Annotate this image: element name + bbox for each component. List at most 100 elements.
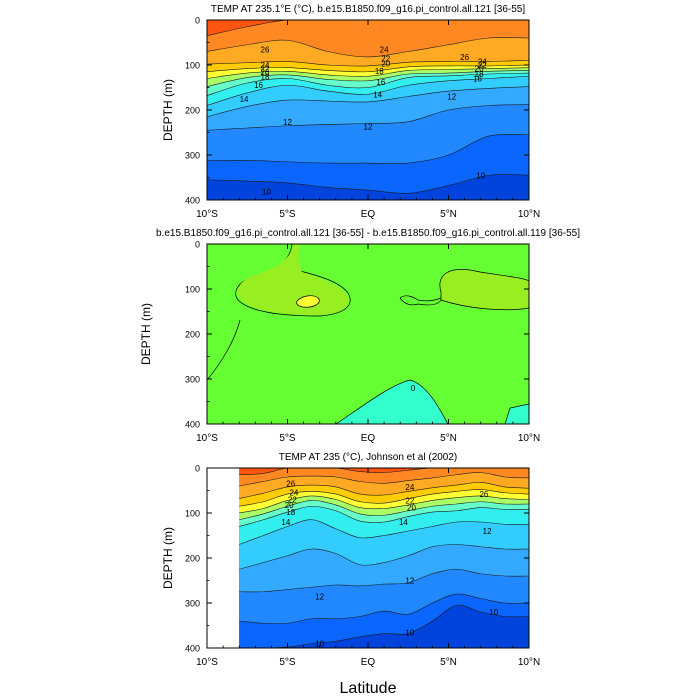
contour-line xyxy=(239,544,529,570)
y-tick-label: 400 xyxy=(185,644,200,654)
contour-label: 10 xyxy=(476,171,485,180)
y-tick-label: 0 xyxy=(195,464,200,474)
contour-label: 14 xyxy=(281,518,290,527)
x-axis-label: Latitude xyxy=(340,680,397,697)
contour-line xyxy=(207,67,529,79)
y-tick-label: 200 xyxy=(185,330,200,340)
contour-line xyxy=(207,70,529,87)
contour-band xyxy=(239,468,529,475)
contour-label: 26 xyxy=(460,53,469,62)
contour-label: 10 xyxy=(489,608,498,617)
contour-line xyxy=(239,472,529,487)
contour-label: 20 xyxy=(407,504,416,513)
contour-band xyxy=(207,20,529,21)
contour-label: 24 xyxy=(405,483,414,492)
contour-label: 24 xyxy=(289,488,298,497)
contour-label: 18 xyxy=(475,70,484,79)
contour-band xyxy=(239,468,529,486)
panel-1-ylabel: DEPTH (m) xyxy=(161,79,175,141)
contour-label: 16 xyxy=(473,75,482,84)
contour-line xyxy=(207,75,529,106)
contour-line xyxy=(239,495,529,514)
contour-band xyxy=(239,463,529,468)
panel-2-contour-fill xyxy=(207,244,529,424)
panel-2-axes: 10°S 5°S EQ 5°N 10°N 0 100 200 300 400 xyxy=(185,240,540,445)
contour-label: 22 xyxy=(288,496,297,505)
contour-line xyxy=(239,519,529,545)
x-tick-label: 5°S xyxy=(279,657,296,668)
x-tick-label: 10°N xyxy=(518,657,540,668)
contour-label: 20 xyxy=(285,501,294,510)
panel-temperature-difference: b.e15.B1850.f09_g16.pi_control.all.121 [… xyxy=(139,228,580,444)
contour-band xyxy=(207,20,529,57)
x-tick-label: 5°N xyxy=(440,657,457,668)
contour-label: 12 xyxy=(283,118,292,127)
panel-1-axes: 10°S 5°S EQ 5°N 10°N 0 100 200 300 400 xyxy=(185,16,540,221)
y-tick-label: 300 xyxy=(185,375,200,385)
panel-3-contour-lines xyxy=(239,468,529,648)
x-tick-label: 10°N xyxy=(518,433,540,444)
y-tick-label: 300 xyxy=(185,599,200,609)
x-tick-label: 10°N xyxy=(518,209,540,220)
y-tick-label: 100 xyxy=(185,285,200,295)
y-tick-label: 0 xyxy=(195,16,200,26)
panel-model-temperature: TEMP AT 235.1°E (°C), b.e15.B1850.f09_g1… xyxy=(161,4,540,220)
x-tick-label: EQ xyxy=(361,209,376,220)
panel-3-title: TEMP AT 235 (°C), Johnson et al (2002) xyxy=(279,452,458,463)
contour-label: 10 xyxy=(315,640,324,649)
x-tick-label: 10°S xyxy=(196,433,218,444)
contour-label: 26 xyxy=(286,479,295,488)
contour-line xyxy=(207,64,529,73)
contour-line xyxy=(207,174,529,194)
contour-label: 12 xyxy=(483,527,492,536)
panel-observed-temperature: TEMP AT 235 (°C), Johnson et al (2002) 2… xyxy=(161,452,540,668)
contour-label: 22 xyxy=(405,496,414,505)
contour-line xyxy=(207,37,529,58)
contour-label: 14 xyxy=(240,95,249,104)
contour-label: 12 xyxy=(405,577,414,586)
contour-line xyxy=(239,593,529,624)
contour-line xyxy=(239,505,529,527)
contour-label: 22 xyxy=(381,55,390,64)
contour-line xyxy=(239,468,529,476)
contour-label: 14 xyxy=(399,518,408,527)
contour-label: 22 xyxy=(478,61,487,70)
y-tick-label: 100 xyxy=(185,509,200,519)
x-tick-label: 10°S xyxy=(196,657,218,668)
contour-label: 0 xyxy=(411,384,416,393)
x-tick-label: 5°S xyxy=(279,209,296,220)
contour-label: 10 xyxy=(405,628,414,637)
contour-label: 26 xyxy=(261,46,270,55)
contour-line xyxy=(239,489,529,507)
y-tick-label: 200 xyxy=(185,554,200,564)
contour-label: 20 xyxy=(475,65,484,74)
contour-line xyxy=(239,482,529,499)
panel-2-title: b.e15.B1850.f09_g16.pi_control.all.121 [… xyxy=(156,228,580,239)
contour-label: 20 xyxy=(261,68,270,77)
y-tick-label: 0 xyxy=(195,240,200,250)
contour-label: 18 xyxy=(375,67,384,76)
contour-label: 16 xyxy=(376,78,385,87)
contour-label: 24 xyxy=(478,57,487,66)
contour-label: 20 xyxy=(381,60,390,69)
y-tick-label: 300 xyxy=(185,151,200,161)
contour-label: 12 xyxy=(315,592,324,601)
y-tick-label: 400 xyxy=(185,196,200,206)
contour-line xyxy=(207,104,529,131)
contour-line xyxy=(207,133,529,164)
contour-label: 12 xyxy=(447,93,456,102)
contour-label: 18 xyxy=(261,73,270,82)
contour-label: 10 xyxy=(262,187,271,196)
contour-label: 16 xyxy=(254,81,263,90)
x-tick-label: 5°N xyxy=(440,209,457,220)
panel-3-ylabel: DEPTH (m) xyxy=(161,527,175,589)
panel-2-contour-labels: 0 xyxy=(411,384,416,393)
x-tick-label: EQ xyxy=(361,433,376,444)
panel-1-title: TEMP AT 235.1°E (°C), b.e15.B1850.f09_g1… xyxy=(211,4,526,15)
y-tick-label: 200 xyxy=(185,106,200,116)
contour-line xyxy=(239,568,529,593)
contour-label: 26 xyxy=(479,490,488,499)
x-tick-label: EQ xyxy=(361,657,376,668)
